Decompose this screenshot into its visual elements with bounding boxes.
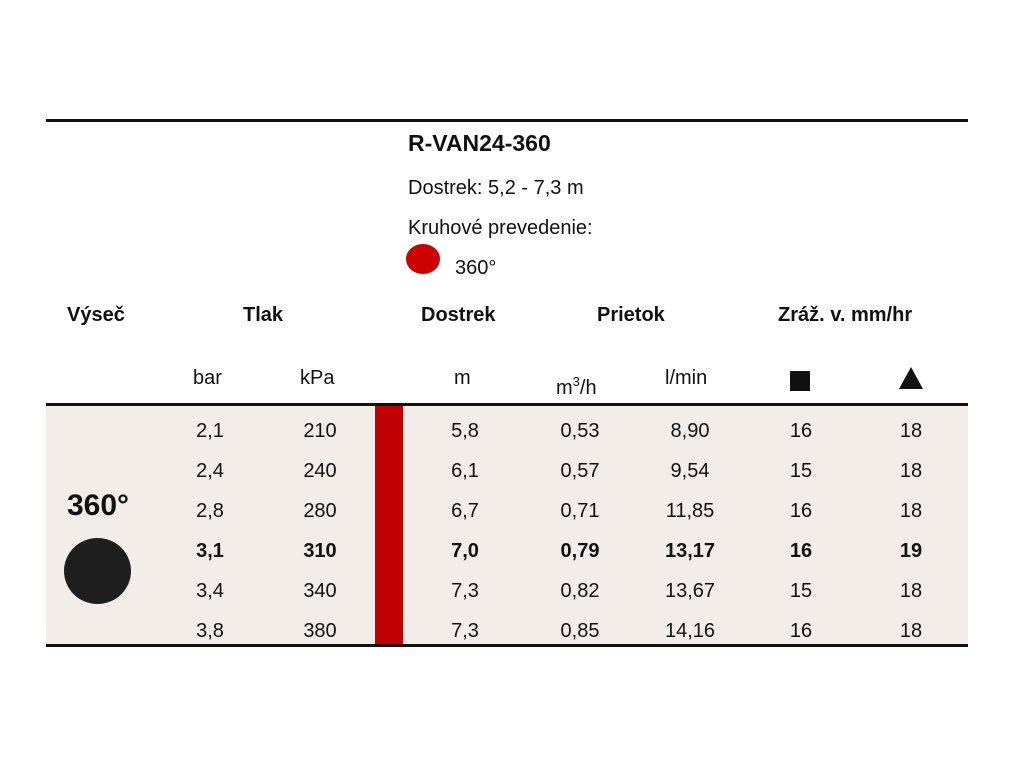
unit-m3h-exponent: 3 [572, 374, 580, 389]
cell-m3h: 0,85 [560, 620, 600, 642]
cell-m3h: 0,53 [560, 420, 600, 442]
header-arc: Výseč [67, 304, 125, 326]
cell-tri: 18 [899, 500, 923, 522]
cell-lmin: 8,90 [670, 420, 710, 442]
arc-label: 360° [67, 489, 130, 522]
cell-m3h: 0,82 [560, 580, 600, 602]
cell-kpa: 280 [303, 500, 337, 522]
cell-kpa: 240 [303, 460, 337, 482]
product-title: R-VAN24-360 [408, 130, 551, 156]
cell-m: 6,1 [451, 460, 479, 482]
cell-sq: 15 [789, 580, 813, 602]
square-icon [790, 371, 810, 391]
cell-sq: 16 [789, 420, 813, 442]
circular-label: Kruhové prevedenie: [408, 217, 593, 239]
table-body-background [46, 406, 968, 644]
cell-m: 5,8 [451, 420, 479, 442]
cell-lmin: 13,67 [664, 580, 716, 602]
table-row: 2,8 280 6,7 0,71 11,85 16 18 [0, 491, 1024, 531]
cell-sq: 16 [789, 620, 813, 642]
cell-sq: 16 [789, 500, 813, 522]
cell-tri: 18 [899, 460, 923, 482]
cell-sq: 15 [789, 460, 813, 482]
bottom-rule [46, 644, 968, 647]
cell-m3h: 0,79 [560, 540, 600, 562]
unit-m: m [454, 367, 471, 389]
circular-value: 360° [455, 257, 497, 279]
cell-m: 6,7 [451, 500, 479, 522]
black-circle-icon [64, 538, 131, 604]
header-rule [46, 403, 968, 406]
cell-tri: 18 [899, 580, 923, 602]
cell-m: 7,3 [451, 620, 479, 642]
table-row: 3,1 310 7,0 0,79 13,17 16 19 [0, 531, 1024, 571]
cell-kpa: 380 [303, 620, 337, 642]
cell-bar: 3,1 [196, 540, 224, 562]
triangle-icon [899, 367, 923, 389]
red-column-bar [375, 406, 403, 644]
unit-m3h: m3/h [556, 370, 597, 400]
header-precipitation: Zráž. v. mm/hr [778, 304, 913, 326]
cell-m: 7,0 [451, 540, 479, 562]
header-radius: Dostrek [421, 304, 496, 326]
cell-bar: 3,8 [196, 620, 224, 642]
header-pressure: Tlak [243, 304, 284, 326]
table-row: 2,1 210 5,8 0,53 8,90 16 18 [0, 411, 1024, 451]
cell-m: 7,3 [451, 580, 479, 602]
cell-tri: 19 [899, 540, 923, 562]
cell-lmin: 9,54 [670, 460, 710, 482]
header-flow: Prietok [597, 304, 665, 326]
cell-tri: 18 [899, 420, 923, 442]
cell-bar: 2,4 [196, 460, 224, 482]
cell-tri: 18 [899, 620, 923, 642]
unit-bar: bar [193, 367, 222, 389]
cell-sq: 16 [789, 540, 813, 562]
top-rule [46, 119, 968, 122]
cell-bar: 3,4 [196, 580, 224, 602]
cell-m3h: 0,71 [560, 500, 600, 522]
range-text: Dostrek: 5,2 - 7,3 m [408, 177, 584, 199]
cell-kpa: 210 [303, 420, 337, 442]
cell-bar: 2,1 [196, 420, 224, 442]
cell-lmin: 13,17 [664, 540, 716, 562]
unit-m3h-tail: /h [579, 377, 597, 399]
table-row: 3,4 340 7,3 0,82 13,67 15 18 [0, 571, 1024, 611]
cell-bar: 2,8 [196, 500, 224, 522]
cell-lmin: 14,16 [664, 620, 716, 642]
table-row: 3,8 380 7,3 0,85 14,16 16 18 [0, 611, 1024, 651]
unit-m3h-base: m [556, 377, 573, 399]
red-circle-icon [406, 244, 440, 274]
cell-kpa: 340 [303, 580, 337, 602]
table-row: 2,4 240 6,1 0,57 9,54 15 18 [0, 451, 1024, 491]
unit-kpa: kPa [300, 367, 335, 389]
cell-kpa: 310 [303, 540, 337, 562]
cell-lmin: 11,85 [665, 500, 715, 522]
cell-m3h: 0,57 [560, 460, 600, 482]
unit-lmin: l/min [665, 367, 708, 389]
